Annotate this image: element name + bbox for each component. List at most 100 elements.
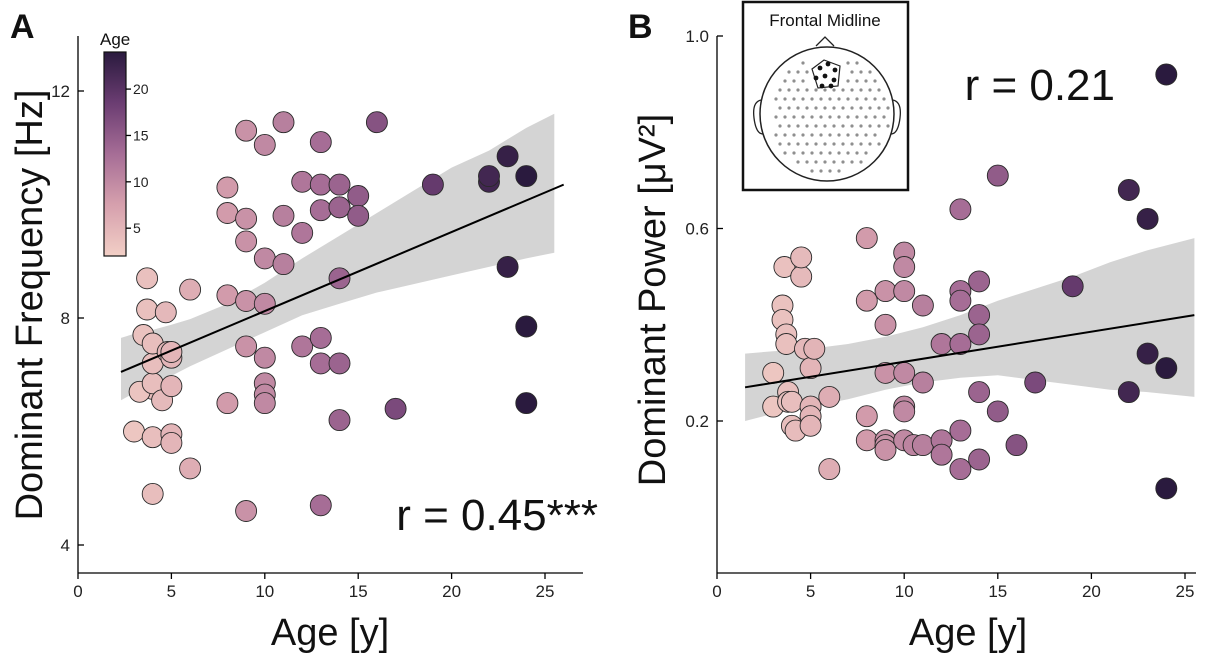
electrode-dot [859, 106, 863, 110]
scatter-point [855, 405, 878, 428]
electrode-dot [796, 124, 800, 128]
electrode-dot [841, 160, 845, 164]
scatter-point [253, 133, 276, 156]
roi-electrode-dot [831, 77, 837, 83]
scatter-point [893, 256, 916, 278]
electrode-dot [823, 142, 827, 146]
scatter-point [272, 253, 295, 276]
electrode-dot [796, 106, 800, 110]
colorbar-tick-label: 20 [133, 81, 149, 97]
electrode-dot [805, 160, 809, 164]
scatter-point [309, 326, 332, 349]
scatter-point [179, 457, 202, 480]
roi-electrode-dot [813, 75, 819, 81]
scatter-point [968, 323, 991, 346]
scatter-point [160, 341, 183, 363]
electrode-dot [877, 106, 881, 110]
electrode-dot [855, 79, 859, 83]
electrode-dot [828, 133, 832, 137]
scatter-point [1061, 275, 1084, 298]
electrode-dot [828, 151, 832, 155]
electrode-dot [882, 97, 886, 101]
electrode-dot [796, 88, 800, 92]
electrode-dot [873, 133, 877, 137]
x-tick-label: 25 [1176, 582, 1195, 601]
scatter-point [160, 431, 183, 454]
scatter-point [235, 207, 258, 230]
electrode-dot [774, 97, 778, 101]
electrode-dot [859, 160, 863, 164]
scatter-point [515, 392, 538, 415]
scatter-point [1136, 342, 1159, 365]
scatter-point [818, 458, 841, 481]
electrode-dot [837, 151, 841, 155]
scatter-point [1155, 477, 1178, 500]
electrode-dot [796, 70, 800, 74]
electrode-dot [823, 106, 827, 110]
scatter-point [762, 361, 785, 384]
electrode-dot [859, 124, 863, 128]
scatter-point [855, 289, 878, 312]
x-tick-label: 20 [1082, 582, 1101, 601]
roi-outline [811, 59, 841, 89]
x-tick-label: 5 [167, 582, 176, 601]
x-tick-label: 15 [988, 582, 1007, 601]
scatter-point [347, 204, 370, 227]
inset-frame [741, 0, 910, 192]
electrode-dot [850, 70, 854, 74]
scatter-point [773, 256, 796, 278]
scatter-point [328, 196, 351, 219]
scatter-point [855, 227, 878, 250]
electrode-dot [864, 133, 868, 137]
electrode-dot [778, 142, 782, 146]
colorbar-gradient [103, 51, 127, 257]
electrode-dot [864, 151, 868, 155]
panel-b-x-label: Age [y] [909, 612, 1027, 654]
scatter-point [235, 500, 258, 522]
inset-head-map: Frontal Midline [741, 0, 910, 192]
electrode-dot [873, 79, 877, 83]
scatter-point [235, 290, 258, 312]
scatter-point [235, 335, 258, 358]
scatter-point [930, 333, 953, 355]
electrode-dot [823, 160, 827, 164]
x-tick-label: 5 [806, 582, 815, 601]
scatter-point [1136, 207, 1159, 230]
electrode-dot [846, 61, 850, 65]
electrode-dot [783, 151, 787, 155]
scatter-point [123, 420, 145, 443]
scatter-point [818, 385, 841, 408]
electrode-dot [805, 70, 809, 74]
electrode-dot [801, 133, 805, 137]
electrode-dot [828, 169, 832, 173]
scatter-point [799, 414, 822, 437]
scatter-point [855, 429, 878, 452]
panel-a-fit-line [120, 183, 565, 373]
roi-electrode-dot [817, 65, 823, 71]
electrode-dot [792, 133, 796, 137]
scatter-point [1155, 357, 1178, 380]
electrode-dot [868, 106, 872, 110]
electrode-dot [810, 97, 814, 101]
electrode-dot [868, 70, 872, 74]
roi-electrode-dot [822, 73, 828, 79]
electrode-dot [864, 97, 868, 101]
scatter-point [874, 313, 897, 336]
electrode-dot [850, 106, 854, 110]
electrode-dot [778, 124, 782, 128]
scatter-point [291, 221, 314, 244]
scatter-point [309, 494, 332, 517]
scatter-point [216, 392, 239, 415]
scatter-point [911, 371, 934, 394]
electrode-dot [855, 115, 859, 119]
electrode-dot [819, 151, 823, 155]
colorbar-title: Age [100, 30, 130, 49]
y-tick-label: 1.0 [685, 27, 709, 46]
scatter-point [216, 202, 239, 224]
electrode-dot [855, 133, 859, 137]
panel-b: B 0 5 10 15 20 25 0.2 0.6 1.0 Age [y] Dominant P… [628, 0, 1196, 654]
electrode-dot [837, 97, 841, 101]
electrode-dot [855, 151, 859, 155]
panel-b-letter: B [628, 8, 653, 46]
panel-b-y-label: Dominant Power [μV²] [632, 114, 674, 486]
